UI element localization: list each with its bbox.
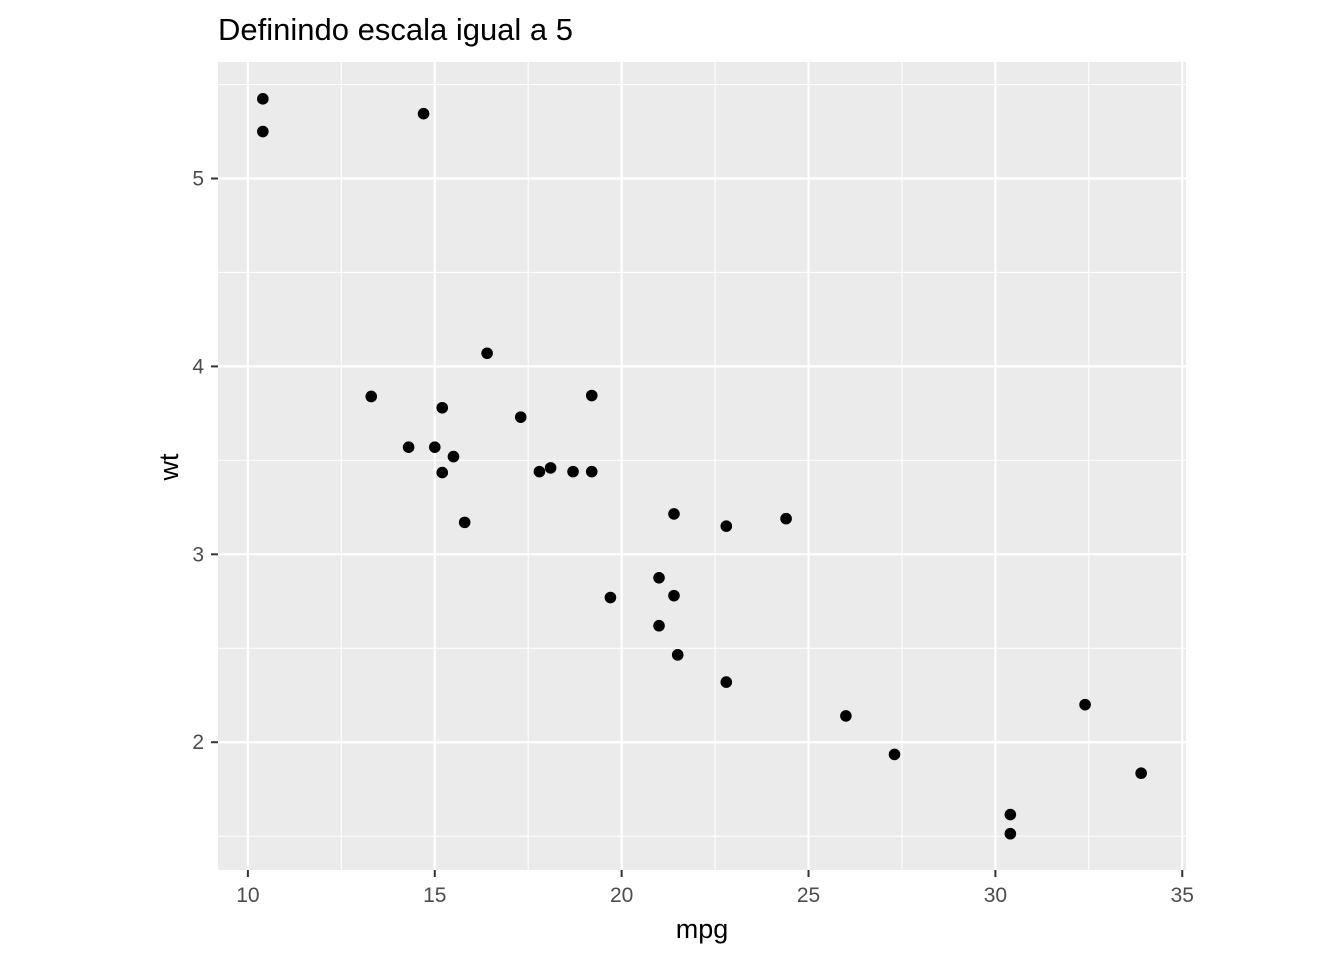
data-point [447,450,460,463]
data-point [1004,808,1017,821]
data-point [458,516,471,529]
y-tick-label: 5 [192,168,204,191]
data-point [1004,827,1017,840]
x-tick-label: 25 [797,884,820,907]
chart-title: Definindo escala igual a 5 [218,12,573,47]
major-gridlines [218,62,1186,870]
data-point [257,125,269,138]
plot-panel [218,62,1186,870]
x-tick-label: 35 [1171,884,1194,907]
data-point [544,462,557,474]
x-axis-label: mpg [676,914,729,944]
data-point [585,389,598,402]
data-point [840,710,852,722]
data-point [481,347,493,360]
y-axis: 2 3 4 5 [192,168,218,754]
data-point [668,508,680,520]
data-point [720,676,733,688]
data-point [402,441,415,454]
y-axis-label: wt [154,453,184,481]
x-tick-label: 20 [610,884,633,907]
y-tick-label: 2 [192,731,204,754]
data-point [668,589,680,602]
x-tick-label: 30 [984,884,1007,907]
data-point [1079,698,1091,711]
data-point [436,466,449,479]
data-point [428,441,441,454]
x-tick-label: 15 [423,884,446,907]
data-point [365,390,378,403]
data-point [514,411,527,423]
data-point [567,465,579,478]
data-point [585,465,598,478]
data-point [257,93,269,105]
x-tick-label: 10 [236,884,259,907]
minor-gridlines [218,62,1186,870]
data-point [720,520,733,532]
data-point [780,512,792,525]
data-point [533,465,546,478]
y-tick-label: 3 [192,543,204,566]
data-point [653,619,665,632]
data-point [417,107,430,120]
data-point [888,748,901,761]
data-point [671,649,684,661]
data-point [1135,767,1147,780]
y-tick-label: 4 [192,355,204,378]
data-point [653,572,665,584]
data-points [257,93,1147,840]
x-axis: 10 15 20 25 30 35 [236,870,1194,907]
data-point [436,401,449,414]
data-point [604,591,617,604]
